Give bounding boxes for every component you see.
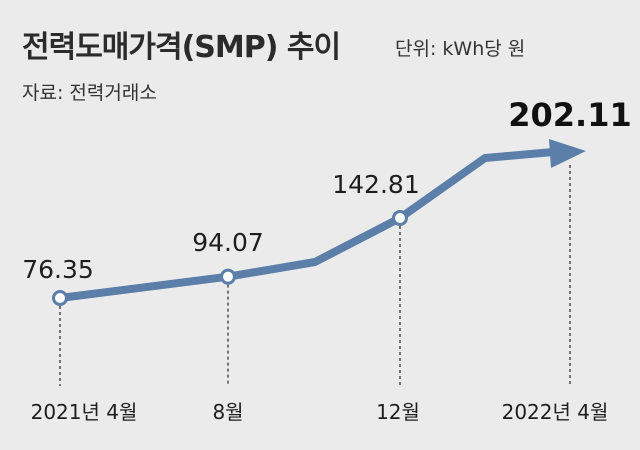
chart-title: 전력도매가격(SMP) 추이 xyxy=(22,30,341,65)
end-arrow-icon xyxy=(549,139,586,168)
source-label: 자료: 전력거래소 xyxy=(22,82,157,104)
data-point-marker xyxy=(392,210,408,226)
x-tick-label: 8월 xyxy=(212,400,243,424)
data-point-marker xyxy=(220,268,236,285)
x-tick-label: 2021년 4월 xyxy=(31,400,138,424)
data-point-marker xyxy=(52,290,68,306)
x-tick-label: 2022년 4월 xyxy=(502,400,609,424)
value-label: 142.81 xyxy=(332,170,419,199)
unit-label: 단위: kWh당 원 xyxy=(395,38,526,60)
value-label: 76.35 xyxy=(22,255,94,284)
value-label: 94.07 xyxy=(192,228,264,257)
x-tick-label: 12월 xyxy=(376,400,420,424)
series-line xyxy=(56,148,557,302)
value-label: 202.11 xyxy=(508,96,631,134)
